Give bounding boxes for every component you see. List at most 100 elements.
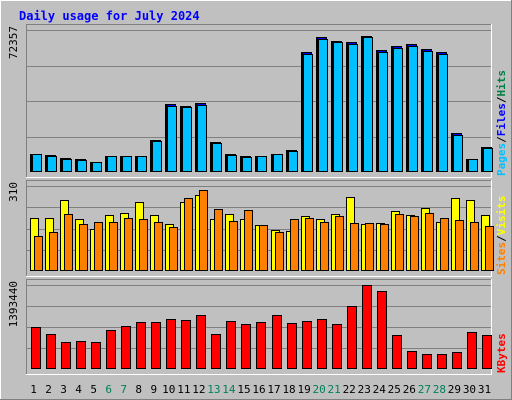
bar-sites-day-25	[395, 214, 404, 271]
bar-sites-day-7	[124, 218, 133, 271]
bar-pages-day-25	[393, 48, 403, 172]
chart-panel-2: 310 Sites/Visits	[7, 180, 508, 277]
bar-kbytes-day-12	[196, 315, 206, 369]
x-tick-label-day-16: 16	[252, 383, 265, 396]
legend-pages: Pages	[495, 143, 508, 176]
y-max-label: 310	[7, 182, 20, 202]
bar-kbytes-day-14	[226, 321, 236, 369]
bar-pages-day-2	[47, 156, 57, 172]
bar-pages-day-6	[107, 156, 117, 172]
x-tick-label-day-2: 2	[45, 383, 52, 396]
bar-sites-day-1	[34, 236, 43, 271]
x-tick-label-day-26: 26	[403, 383, 416, 396]
bar-kbytes-day-18	[287, 323, 297, 369]
bar-sites-day-22	[350, 223, 359, 271]
bar-kbytes-day-13	[211, 334, 221, 369]
bar-pages-day-27	[423, 51, 433, 172]
x-tick-label-day-23: 23	[358, 383, 371, 396]
bar-sites-day-23	[365, 223, 374, 271]
chart-title: Daily usage for July 2024	[19, 9, 200, 23]
bar-sites-day-13	[214, 209, 223, 271]
bar-kbytes-day-20	[317, 319, 327, 369]
bar-kbytes-day-7	[121, 326, 131, 369]
bar-kbytes-day-25	[392, 335, 402, 369]
bar-pages-day-15	[242, 157, 252, 172]
bar-kbytes-day-27	[422, 354, 432, 369]
legend-separator: /	[495, 136, 508, 143]
x-tick-label-day-5: 5	[90, 383, 97, 396]
bar-pages-day-18	[288, 151, 298, 172]
bar-kbytes-day-21	[332, 324, 342, 369]
series-legend-label: Pages/Files/Hits	[495, 70, 508, 176]
bar-sites-day-31	[485, 226, 494, 271]
bar-pages-day-23	[363, 37, 373, 172]
bar-pages-day-28	[438, 54, 448, 172]
bar-kbytes-day-19	[302, 321, 312, 369]
x-tick-label-day-31: 31	[478, 383, 491, 396]
x-tick-label-day-13: 13	[207, 383, 220, 396]
bar-pages-day-14	[227, 155, 237, 172]
legend-kbytes: KBytes	[495, 333, 508, 373]
bar-pages-day-31	[483, 148, 493, 172]
bar-pages-day-24	[378, 52, 388, 172]
bar-sites-day-26	[410, 216, 419, 271]
bar-sites-day-5	[94, 222, 103, 271]
bar-sites-day-6	[109, 222, 118, 271]
bar-pages-day-7	[122, 156, 132, 172]
legend-sites: Sites	[495, 242, 508, 275]
bar-pages-day-11	[182, 107, 192, 172]
series-legend-label: Sites/Visits	[495, 196, 508, 276]
x-tick-label-day-11: 11	[177, 383, 190, 396]
chart-panel-1: 72357 Pages/Files/Hits	[7, 24, 508, 178]
bar-pages-day-3	[62, 159, 72, 172]
bar-sites-day-10	[169, 227, 178, 271]
x-tick-label-day-21: 21	[328, 383, 341, 396]
legend-hits: Hits	[495, 70, 508, 97]
legend-separator: /	[495, 96, 508, 103]
bar-sites-day-11	[184, 198, 193, 271]
bar-pages-day-5	[92, 162, 102, 172]
bar-pages-day-22	[348, 44, 358, 172]
bar-sites-day-16	[259, 225, 268, 271]
bar-kbytes-day-11	[181, 320, 191, 369]
x-tick-label-day-24: 24	[373, 383, 387, 396]
legend-separator: /	[495, 235, 508, 242]
x-tick-label-day-10: 10	[162, 383, 175, 396]
bar-kbytes-day-31	[482, 335, 492, 369]
bar-pages-day-26	[408, 46, 418, 172]
bar-pages-day-30	[468, 159, 478, 172]
bar-kbytes-day-9	[151, 322, 161, 369]
x-tick-label-day-20: 20	[313, 383, 326, 396]
bar-sites-day-9	[154, 222, 163, 271]
bar-sites-day-29	[455, 220, 464, 271]
bar-kbytes-day-8	[136, 322, 146, 369]
bar-kbytes-day-3	[61, 342, 71, 369]
bar-pages-day-4	[77, 160, 87, 172]
x-tick-label-day-6: 6	[105, 383, 112, 396]
bar-sites-day-8	[139, 219, 148, 271]
bar-pages-day-20	[318, 39, 328, 172]
bar-sites-day-3	[64, 214, 73, 271]
bar-sites-day-15	[244, 210, 253, 271]
bar-sites-day-21	[335, 216, 344, 271]
bar-pages-day-12	[197, 105, 207, 172]
bar-sites-day-12	[199, 190, 208, 271]
x-tick-label-day-12: 12	[192, 383, 205, 396]
bar-pages-day-17	[273, 154, 283, 172]
x-tick-label-day-7: 7	[120, 383, 127, 396]
bar-kbytes-day-28	[437, 354, 447, 369]
bar-pages-day-16	[257, 156, 267, 172]
legend-visits: Visits	[495, 196, 508, 236]
bar-sites-day-2	[49, 232, 58, 271]
chart-panel-3: 1393440 KBytes	[7, 279, 508, 375]
y-max-label: 72357	[7, 26, 20, 59]
x-tick-label-day-30: 30	[463, 383, 476, 396]
bar-sites-day-18	[290, 219, 299, 271]
x-tick-label-day-14: 14	[222, 383, 236, 396]
x-tick-label-day-4: 4	[75, 383, 82, 396]
bar-kbytes-day-24	[377, 291, 387, 369]
bar-kbytes-day-4	[76, 341, 86, 369]
x-tick-label-day-25: 25	[388, 383, 401, 396]
bar-kbytes-day-1	[31, 327, 41, 369]
